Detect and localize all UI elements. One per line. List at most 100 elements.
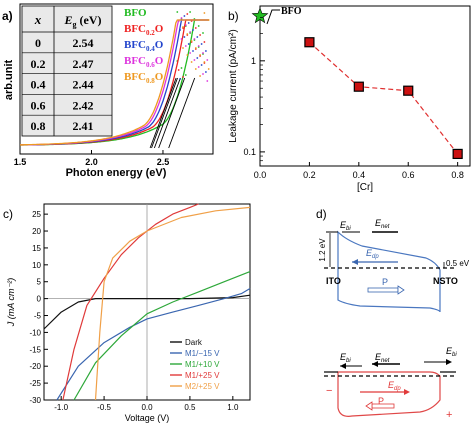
scatter-point bbox=[194, 68, 197, 70]
table-cell-x: 0.2 bbox=[31, 57, 46, 71]
tick-label: 15 bbox=[32, 244, 41, 253]
trend-fit-line bbox=[308, 41, 459, 155]
scatter-point bbox=[183, 36, 186, 38]
data-point-square bbox=[403, 85, 414, 96]
panel-a-label: a) bbox=[2, 9, 13, 23]
scatter-point bbox=[179, 29, 182, 31]
bfo-annotation: BFO bbox=[281, 6, 302, 17]
data-point-square bbox=[353, 81, 364, 92]
top-polarization-arrow bbox=[367, 287, 399, 293]
panel-b-ylabel: Leakage current (pA/cm²) bbox=[228, 29, 239, 142]
tick-label: 0.8 bbox=[451, 170, 464, 180]
panel-b-y-ticks: 0.11 bbox=[243, 17, 265, 162]
onset-tangent bbox=[149, 77, 177, 149]
scatter-point bbox=[183, 15, 186, 17]
table-cell-eg: 2.54 bbox=[73, 36, 94, 50]
scatter-point bbox=[186, 13, 189, 15]
top-polarization-arrowhead bbox=[397, 285, 405, 295]
bottom-e-bi-left: Ebi bbox=[340, 352, 351, 364]
bottom-e-dp: Edp bbox=[388, 380, 401, 392]
panel-a-ylabel: arb.unit bbox=[3, 60, 15, 101]
band-diagram-bottom: Ebi Enet Ebi Edp P − + bbox=[324, 346, 457, 421]
tick-label: 0 bbox=[37, 295, 42, 304]
top-polarization-label: P bbox=[382, 277, 388, 287]
scatter-point bbox=[189, 31, 192, 33]
jv-curve bbox=[56, 287, 251, 401]
scatter-point bbox=[207, 68, 210, 70]
scatter-point bbox=[200, 43, 203, 45]
table-cell-eg: 2.47 bbox=[73, 57, 94, 71]
scatter-point bbox=[203, 41, 206, 43]
tick-label: 25 bbox=[32, 210, 41, 219]
bottom-plus-sign: + bbox=[446, 409, 452, 421]
scatter-point bbox=[192, 29, 194, 31]
tick-label: 0.5 bbox=[184, 403, 196, 412]
jv-curve bbox=[94, 206, 251, 401]
panel-c-label: c) bbox=[3, 207, 13, 221]
absorption-curve bbox=[20, 19, 209, 146]
scatter-point bbox=[203, 12, 206, 14]
legend-entry: BFC0.6O bbox=[124, 55, 164, 69]
bottom-e-bi-left-arrowhead bbox=[340, 363, 346, 369]
scatter-point bbox=[194, 47, 197, 49]
panel-b-label: b) bbox=[228, 9, 239, 23]
table-header-eg: Eg (eV) bbox=[64, 13, 102, 29]
scatter-point bbox=[180, 67, 183, 69]
tick-label: 0.1 bbox=[243, 147, 256, 157]
panel-a: a) x Eg (eV) 0 2.540.2 2.470.4 2.440.6 2.420… bbox=[2, 3, 214, 179]
scatter-point bbox=[189, 11, 192, 13]
data-point-star bbox=[251, 7, 269, 24]
tick-label: 1.5 bbox=[14, 157, 27, 167]
tick-label: 2.0 bbox=[85, 157, 98, 167]
panel-a-xlabel: Photon energy (eV) bbox=[66, 167, 167, 179]
panel-b-frame bbox=[259, 5, 471, 167]
tick-label: -30 bbox=[29, 396, 41, 405]
onset-tangent bbox=[158, 77, 186, 149]
bottom-polarization-arrow bbox=[371, 403, 395, 409]
scatter-point bbox=[202, 52, 204, 54]
panel-c-ylabel: J (mA cm⁻²) bbox=[6, 278, 16, 327]
scatter-point bbox=[206, 59, 209, 61]
scatter-point bbox=[187, 43, 190, 45]
legend-label: M2/+25 V bbox=[185, 382, 220, 391]
panel-c-legend: Dark M1/−15 V M1/+10 V M1/+25 V M2/+25 V bbox=[170, 338, 220, 391]
table-background bbox=[21, 5, 113, 137]
band-diagram-top: 1.2 eV 0.5 eV ITO NSTO Ebi Enet Edp P bbox=[318, 218, 470, 313]
top-e-net: Enet bbox=[375, 218, 390, 230]
bottom-e-net: Enet bbox=[375, 352, 390, 364]
scatter-point bbox=[176, 11, 179, 13]
jv-curve bbox=[43, 294, 251, 330]
leakage-points bbox=[251, 7, 463, 160]
jv-curves bbox=[43, 203, 251, 401]
legend-entry: BFC0.4O bbox=[124, 39, 164, 53]
scatter-point bbox=[182, 76, 184, 78]
tick-label: 10 bbox=[32, 261, 41, 270]
legend-label: Dark bbox=[185, 338, 203, 347]
scatter-point bbox=[194, 27, 197, 29]
right-barrier-label: 0.5 eV bbox=[446, 259, 470, 268]
tick-label: 0.4 bbox=[353, 170, 366, 180]
data-point-square bbox=[304, 37, 315, 48]
panel-b-xlabel: [Cr] bbox=[357, 182, 373, 193]
top-e-bi: Ebi bbox=[340, 220, 351, 232]
scatter-point bbox=[190, 40, 193, 42]
bottom-e-bi-right-arrowhead bbox=[446, 359, 452, 365]
scatter-point bbox=[196, 57, 199, 59]
tick-label: 0.6 bbox=[402, 170, 415, 180]
scatter-point bbox=[199, 75, 202, 77]
top-band-outline bbox=[337, 230, 441, 313]
right-electrode-label: NSTO bbox=[433, 276, 458, 286]
scatter-point bbox=[184, 45, 187, 47]
bottom-e-net-arrowhead bbox=[372, 361, 378, 367]
panel-c: c) -1.0 -0.5 0.0 0.5 1.0 -30 -25 -20 -15 -10 -5 0 5… bbox=[3, 203, 251, 423]
scatter-point bbox=[196, 36, 199, 38]
scatter-point bbox=[200, 64, 203, 66]
table-cell-eg: 2.41 bbox=[73, 119, 94, 133]
tick-label: 0.2 bbox=[303, 170, 316, 180]
table-cell-x: 0.8 bbox=[31, 119, 46, 133]
tick-label: -20 bbox=[29, 362, 41, 371]
tick-label: 1.0 bbox=[227, 403, 239, 412]
data-point-square bbox=[452, 148, 463, 160]
scatter-point bbox=[202, 73, 204, 75]
top-e-dp: Edp bbox=[366, 248, 379, 260]
